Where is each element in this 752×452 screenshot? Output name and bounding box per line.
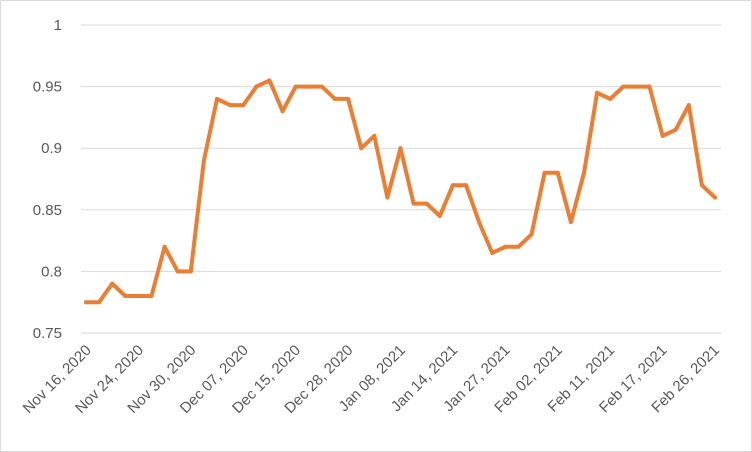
data-point <box>372 133 377 138</box>
y-tick-label: 0.95 <box>33 79 62 96</box>
data-point <box>542 170 547 175</box>
data-point <box>293 84 298 89</box>
data-point <box>490 250 495 255</box>
data-point <box>673 127 678 132</box>
data-point <box>699 183 704 188</box>
data-point <box>84 300 88 305</box>
data-point <box>660 133 665 138</box>
y-axis: 0.75 0.8 0.85 0.9 0.95 1 <box>33 17 62 342</box>
series-line <box>84 78 717 305</box>
data-point <box>346 96 351 101</box>
data-point <box>228 103 233 108</box>
data-point <box>280 109 285 114</box>
data-point <box>608 96 613 101</box>
data-point <box>306 84 311 89</box>
data-point <box>241 103 246 108</box>
data-point <box>110 281 115 286</box>
data-point <box>450 183 455 188</box>
data-point <box>149 294 154 299</box>
data-point <box>267 78 272 83</box>
y-tick-label: 0.8 <box>41 263 62 280</box>
y-tick-label: 1 <box>54 17 62 34</box>
data-point <box>595 90 600 95</box>
data-point <box>359 146 364 151</box>
data-point <box>464 183 469 188</box>
data-point <box>621 84 626 89</box>
gridlines <box>81 24 721 334</box>
data-point <box>123 294 128 299</box>
data-point <box>136 294 141 299</box>
data-point <box>568 220 573 225</box>
data-point <box>555 170 560 175</box>
data-point <box>713 195 717 200</box>
data-point <box>201 158 206 163</box>
data-point <box>398 146 403 151</box>
data-point <box>162 244 167 249</box>
series-group <box>84 78 717 305</box>
data-point <box>581 170 586 175</box>
data-point <box>424 201 429 206</box>
data-point <box>503 244 508 249</box>
y-tick-label: 0.9 <box>41 140 62 157</box>
data-point <box>437 213 442 218</box>
data-point <box>529 232 534 237</box>
data-point <box>97 300 102 305</box>
data-point <box>411 201 416 206</box>
data-point <box>385 195 390 200</box>
data-point <box>215 96 220 101</box>
data-point <box>319 84 324 89</box>
y-tick-label: 0.75 <box>33 325 62 342</box>
data-point <box>686 103 691 108</box>
data-point <box>647 84 652 89</box>
data-point <box>634 84 639 89</box>
y-tick-label: 0.85 <box>33 202 62 219</box>
data-point <box>477 220 482 225</box>
data-point <box>516 244 521 249</box>
data-point <box>332 96 337 101</box>
data-point <box>254 84 259 89</box>
data-point <box>188 269 193 274</box>
data-point <box>175 269 180 274</box>
